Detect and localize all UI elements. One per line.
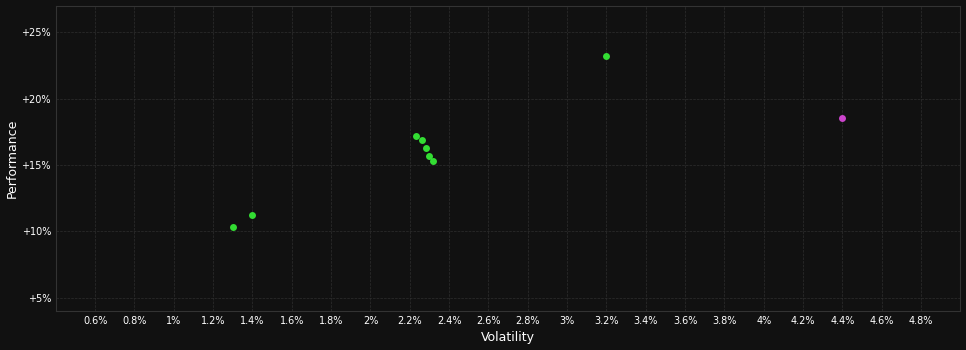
Point (599, 53, 614, 59)
Point (422, 153, 438, 159)
Point (244, 212, 260, 218)
Point (835, 116, 850, 121)
Point (418, 145, 434, 150)
Point (426, 158, 441, 164)
Point (413, 137, 429, 142)
Point (408, 133, 423, 139)
Y-axis label: Performance: Performance (6, 119, 18, 198)
X-axis label: Volatility: Volatility (481, 331, 535, 344)
Point (225, 225, 241, 230)
